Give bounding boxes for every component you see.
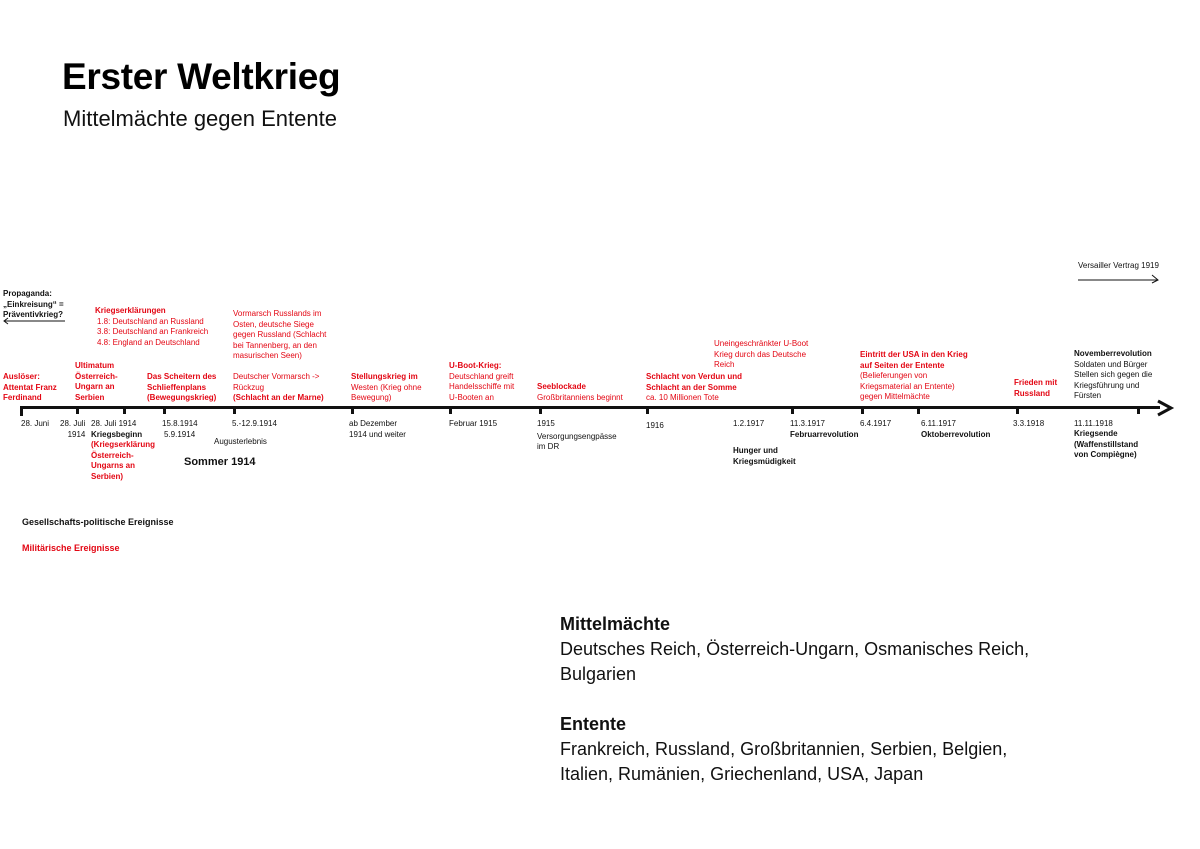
- date-label: 6.11.1917: [921, 419, 956, 428]
- tick: [539, 408, 542, 414]
- tick: [1137, 408, 1140, 414]
- timeline-arrow-icon: [1157, 399, 1175, 417]
- tick: [449, 408, 452, 414]
- page-subtitle: Mittelmächte gegen Entente: [63, 106, 337, 131]
- date-label: 28. Juli 1914: [91, 419, 137, 428]
- event-tannenberg: Vormarsch Russlands im Osten, deutsche Si…: [233, 309, 327, 360]
- event-stellungskrieg: Stellungskrieg im Westen (Krieg ohne Beweg…: [351, 372, 422, 402]
- period-label-sommer-1914: Sommer 1914: [184, 456, 256, 468]
- legend-military: Militärische Ereignisse: [22, 543, 120, 553]
- date-label: 15.8.1914 5.9.1914: [162, 419, 198, 439]
- date-label: 1915 Versorgungsengpässe im DR: [537, 419, 617, 451]
- timeline-start-marker: [20, 406, 23, 416]
- event-uneingeschraenkter-uboot-krieg: Uneingeschränkter U-Boot Krieg durch das …: [714, 339, 809, 369]
- tick: [123, 408, 126, 414]
- political-event-kriegsende: Kriegsende (Waffenstillstand von Compiègne…: [1074, 429, 1139, 459]
- tick: [791, 408, 794, 414]
- central-powers-members-cont: Bulgarien: [560, 664, 637, 684]
- date-label: 11.3.1917: [790, 419, 825, 428]
- versailles-note: Versailler Vertrag 1919: [1078, 261, 1159, 270]
- event-usa-eintritt: Eintritt der USA in den Krieg auf Seiten …: [860, 350, 968, 401]
- political-event-hunger: Hunger und Kriegsmüdigkeit: [733, 446, 796, 466]
- propaganda-note: Propaganda: „Einkreisung“ = Präventivkri…: [3, 289, 64, 319]
- event-uboot-krieg: U-Boot-Krieg: Deutschland greift Handelssc…: [449, 361, 515, 402]
- central-powers-block: Mittelmächte Deutsches Reich, Österreich…: [560, 612, 1029, 687]
- timeline-axis: [20, 406, 1160, 409]
- page-title: Erster Weltkrieg: [62, 56, 341, 97]
- event-verdun-somme: Schlacht von Verdun und Schlacht an der S…: [646, 372, 743, 402]
- date-label: 6.4.1917: [860, 419, 892, 428]
- date-label: ab Dezember 1914 und weiter: [349, 419, 406, 439]
- entente-heading: Entente: [560, 714, 627, 734]
- political-event-oktoberrevolution: Oktoberrevolution: [921, 430, 991, 439]
- tick: [163, 408, 166, 414]
- date-label: 1916: [646, 421, 664, 430]
- political-event-augusterlebnis: Augusterlebnis: [214, 437, 267, 446]
- event-ausloeser: Auslöser: Attentat Franz Ferdinand: [3, 372, 57, 402]
- right-arrow-icon: [1078, 274, 1159, 284]
- entente-block: Entente Frankreich, Russland, Großbritan…: [560, 712, 1007, 787]
- event-frieden-russland: Frieden mit Russland: [1014, 378, 1058, 398]
- date-label: 11.11.1918: [1074, 419, 1113, 428]
- tick: [76, 408, 79, 414]
- date-label: 1.2.1917: [733, 419, 765, 428]
- event-schlieffenplan: Das Scheitern des Schlieffenplans (Bewegun…: [147, 372, 217, 402]
- entente-members: Frankreich, Russland, Großbritannien, Se…: [560, 739, 1008, 759]
- central-powers-members: Deutsches Reich, Österreich-Ungarn, Osma…: [560, 639, 1030, 659]
- tick: [233, 408, 236, 414]
- event-kriegserklaerungen: Kriegserklärungen 1.8: Deutschland an Ru…: [95, 306, 209, 347]
- political-event-kriegsbeginn: Kriegsbeginn: [91, 430, 143, 439]
- tick: [1016, 408, 1019, 414]
- tick: [646, 408, 649, 414]
- tick: [861, 408, 864, 414]
- tick: [351, 408, 354, 414]
- left-arrow-icon: [3, 317, 65, 325]
- tick: [917, 408, 920, 414]
- event-marne: Deutscher Vormarsch -> Rückzug (Schlacht a…: [233, 372, 324, 402]
- central-powers-heading: Mittelmächte: [560, 614, 671, 634]
- date-label: 28. Juni: [21, 419, 50, 428]
- event-ultimatum: Ultimatum Österreich- Ungarn an Serbien: [75, 361, 118, 402]
- military-event-kriegserklaerung-serbien: (Kriegserklärung Österreich- Ungarns an Ser…: [91, 440, 156, 481]
- date-label: 3.3.1918: [1013, 419, 1045, 428]
- political-event-februarrevolution: Februarrevolution: [790, 430, 859, 439]
- date-label: Februar 1915: [449, 419, 498, 428]
- event-novemberrevolution: Novemberrevolution Soldaten und Bürger Ste…: [1074, 349, 1153, 400]
- entente-members-cont: Italien, Rumänien, Griechenland, USA, Ja…: [560, 764, 924, 784]
- event-seeblockade: Seeblockade Großbritanniens beginnt: [537, 382, 623, 402]
- date-label: 5.-12.9.1914: [232, 419, 277, 428]
- legend-political: Gesellschafts-politische Ereignisse: [22, 517, 174, 527]
- date-label: 28. Juli 1914: [60, 419, 86, 439]
